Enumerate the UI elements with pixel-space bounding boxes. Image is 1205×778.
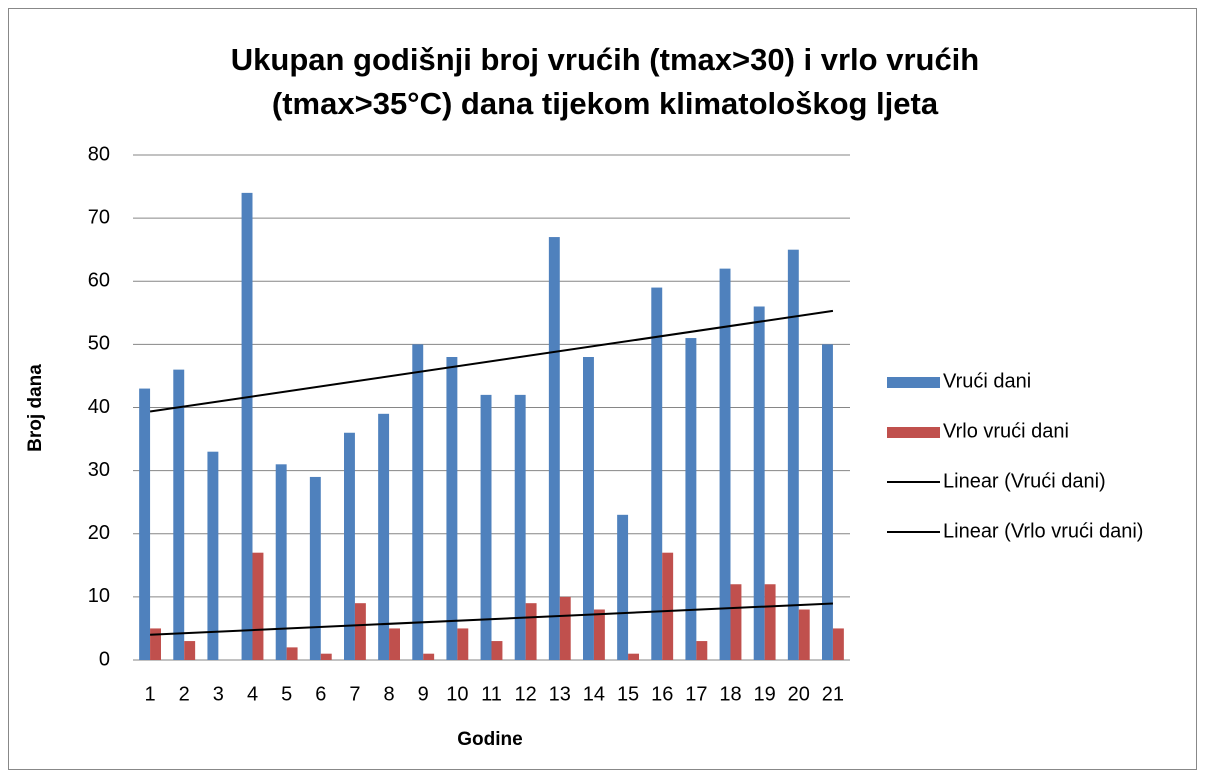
x-tick-label: 1 (145, 683, 156, 705)
x-tick-label: 21 (822, 683, 844, 705)
y-tick-label: 50 (88, 333, 110, 355)
x-tick-label: 19 (754, 683, 776, 705)
x-tick-label: 5 (281, 683, 292, 705)
x-tick-label: 14 (583, 683, 605, 705)
y-axis-title: Broj dana (25, 364, 46, 452)
bar (480, 394, 492, 660)
x-tick-label: 3 (213, 683, 224, 705)
x-axis-title: Godine (457, 729, 522, 750)
y-tick-label: 30 (88, 459, 110, 481)
bar (389, 628, 400, 660)
bar (423, 653, 435, 660)
bar (275, 464, 287, 660)
y-tick-label: 80 (88, 143, 110, 165)
bar (354, 603, 366, 660)
bar (309, 476, 321, 660)
bar (344, 432, 355, 660)
legend-label: Linear (Vrući dani) (943, 470, 1106, 492)
bar (446, 357, 458, 660)
x-tick-label: 18 (719, 683, 741, 705)
bar (798, 609, 810, 660)
x-tick-label: 13 (549, 683, 571, 705)
bar (207, 451, 219, 660)
legend-label: Linear (Vrlo vrući dani) (943, 520, 1143, 542)
x-tick-label: 6 (315, 683, 326, 705)
bar (320, 653, 332, 660)
bar (662, 552, 674, 660)
chart-title: (tmax>35°C) dana tijekom klimatološkog l… (272, 86, 939, 121)
x-tick-label: 15 (617, 683, 639, 705)
bar (787, 249, 799, 660)
y-tick-label: 10 (88, 585, 110, 607)
bar (514, 394, 526, 660)
x-tick-label: 8 (384, 683, 395, 705)
x-tick-label: 10 (446, 683, 468, 705)
bar (286, 647, 298, 660)
legend-swatch (887, 377, 940, 388)
y-tick-label: 40 (88, 396, 110, 418)
bar (822, 344, 833, 660)
bar (252, 552, 264, 660)
bar (685, 338, 697, 660)
chart-title: Ukupan godišnji broj vrućih (tmax>30) i … (231, 42, 979, 77)
y-tick-label: 70 (88, 206, 110, 228)
bar (139, 388, 151, 660)
trendline (149, 309, 834, 413)
x-tick-label: 17 (685, 683, 707, 705)
legend-label: Vrući dani (943, 370, 1031, 392)
x-tick-label: 2 (179, 683, 190, 705)
x-tick-label: 11 (481, 683, 502, 705)
bar (730, 584, 742, 660)
bar (617, 514, 629, 660)
x-tick-label: 16 (651, 683, 673, 705)
legend-label: Vrlo vrući dani (943, 420, 1069, 442)
x-tick-label: 9 (418, 683, 429, 705)
bar (378, 413, 390, 660)
legend-swatch (887, 427, 940, 438)
bar (753, 306, 765, 660)
x-tick-label: 12 (515, 683, 537, 705)
y-tick-label: 0 (99, 648, 110, 670)
x-tick-label: 7 (349, 683, 360, 705)
bar (491, 641, 503, 660)
bar (719, 268, 731, 660)
bar (764, 584, 776, 660)
x-tick-label: 4 (247, 683, 258, 705)
bar (173, 369, 185, 660)
bar (559, 596, 571, 660)
bar (832, 628, 844, 660)
bar (525, 603, 537, 660)
bar (241, 192, 253, 660)
bar (184, 641, 196, 660)
bar (696, 641, 708, 660)
bar (628, 653, 639, 660)
bar (583, 357, 594, 660)
y-tick-label: 60 (88, 270, 110, 292)
bar (457, 628, 469, 660)
bar (150, 628, 161, 660)
trendline (150, 602, 833, 636)
bar (593, 609, 605, 660)
bar (548, 237, 560, 660)
y-tick-label: 20 (88, 522, 110, 544)
bar (412, 344, 424, 660)
bar (651, 287, 663, 660)
x-tick-label: 20 (788, 683, 810, 705)
